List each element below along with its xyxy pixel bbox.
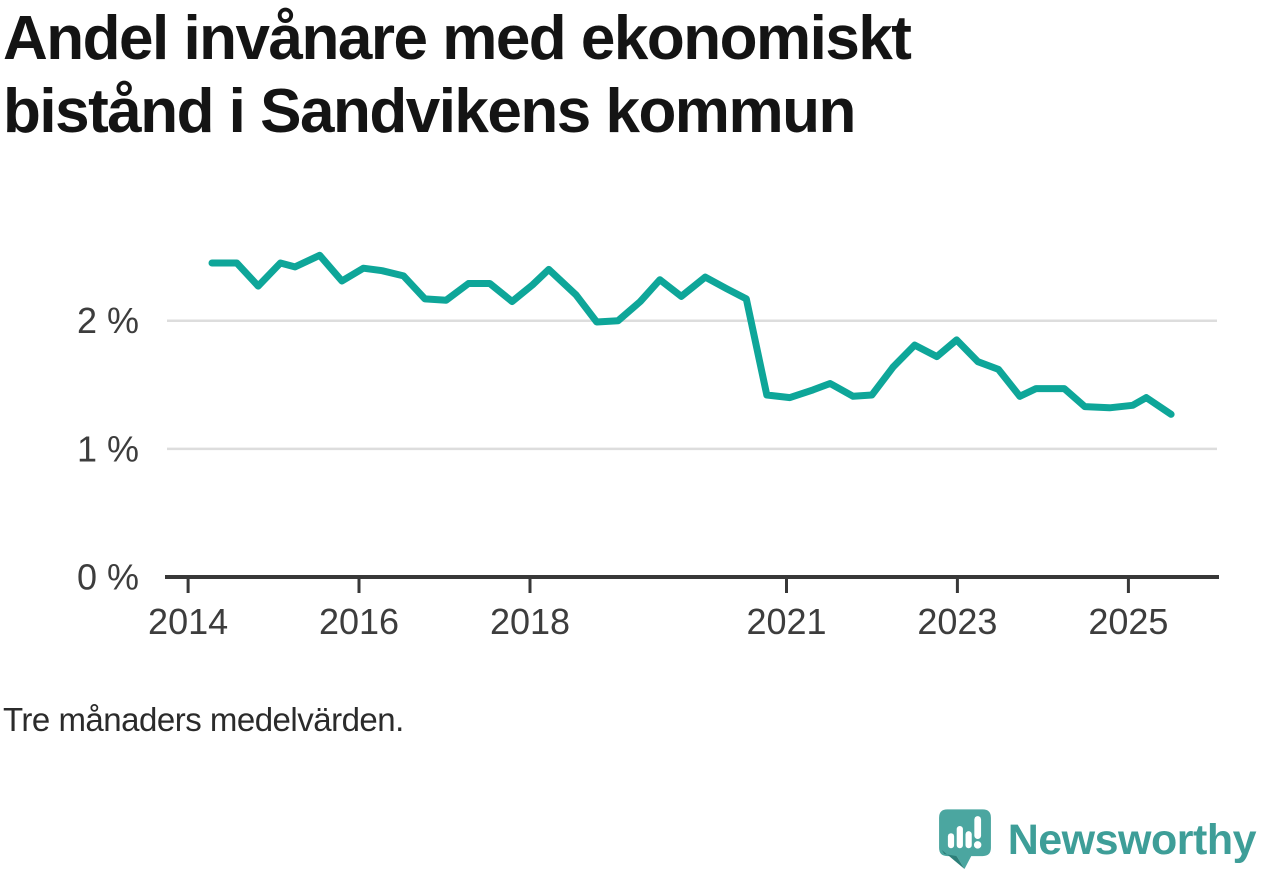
chart-footnote: Tre månaders medelvärden.: [3, 701, 404, 738]
x-axis-tick-label: 2021: [746, 601, 826, 642]
data-line-series: [208, 251, 1175, 418]
newsworthy-branding: Newsworthy: [937, 806, 1257, 874]
newsworthy-wordmark: Newsworthy: [1007, 815, 1257, 864]
logo-bar-2: [956, 826, 963, 849]
x-axis-tick-label: 2014: [148, 601, 228, 642]
y-axis-tick-label: 0 %: [77, 557, 139, 598]
logo-bar-1: [947, 833, 954, 849]
x-axis-tick-label: 2016: [319, 601, 399, 642]
x-axis-tick-label: 2025: [1088, 601, 1168, 642]
y-axis-tick-label: 2 %: [77, 300, 139, 341]
x-axis-tick-label: 2023: [917, 601, 997, 642]
y-axis-tick-label: 1 %: [77, 428, 139, 469]
logo-bar-3: [965, 831, 972, 849]
newsworthy-logo-icon: [938, 809, 991, 870]
logo-bubble-shape: [938, 809, 991, 870]
logo-exclamation-dot: [973, 841, 982, 849]
logo-exclamation-stem: [974, 816, 981, 839]
chart-title: Andel invånare med ekonomiskt bistånd i …: [3, 4, 912, 146]
x-axis-tick-label: 2018: [490, 601, 570, 642]
